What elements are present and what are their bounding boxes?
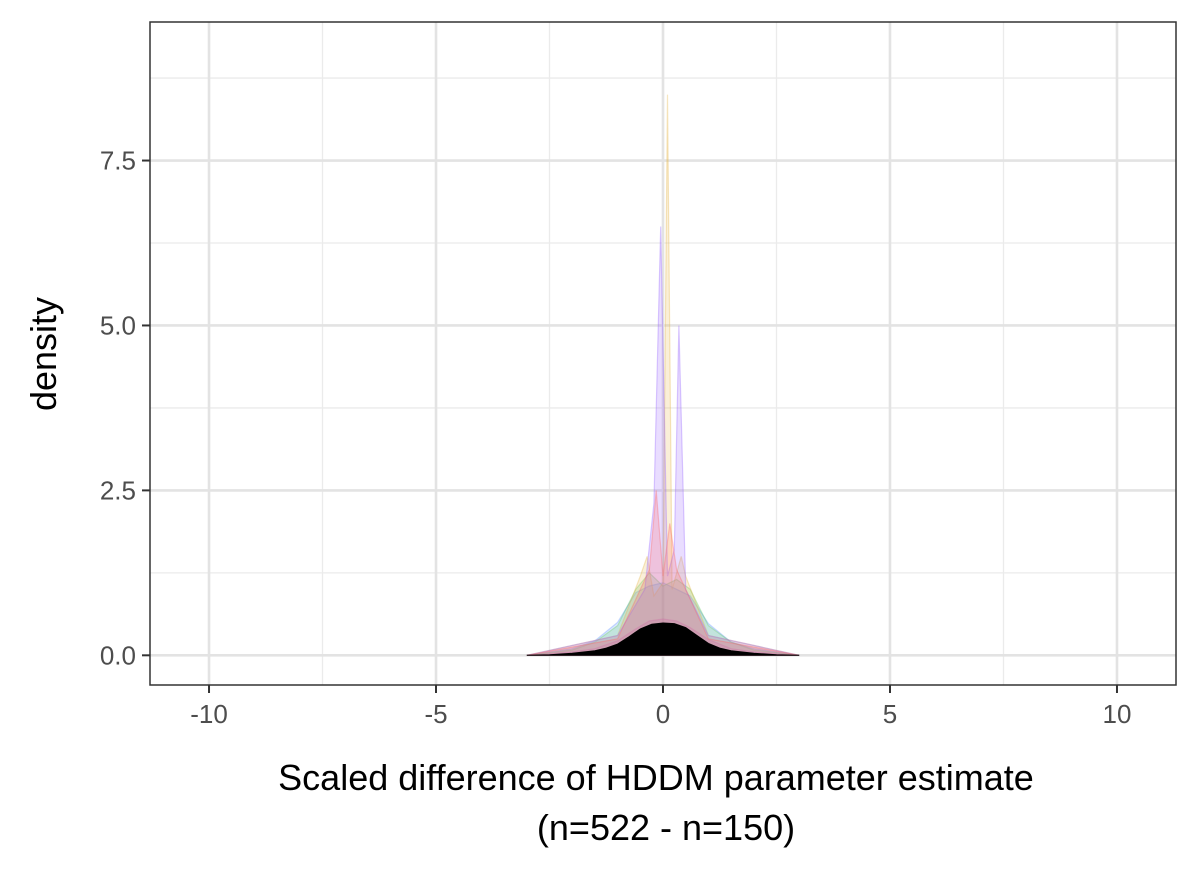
x-tick-label: -5 [424, 699, 447, 729]
x-axis-title: Scaled difference of HDDM parameter esti… [278, 757, 1034, 798]
density-area-9966ff [526, 226, 800, 656]
y-tick-label: 2.5 [100, 475, 136, 505]
x-axis: -10 -5 0 5 10 [190, 685, 1131, 729]
y-tick-label: 5.0 [100, 310, 136, 340]
y-axis: 0.0 2.5 5.0 7.5 [100, 146, 150, 670]
y-tick-label: 0.0 [100, 640, 136, 670]
density-area-6699ff [526, 582, 800, 656]
y-tick-label: 7.5 [100, 146, 136, 176]
y-axis-title: density [23, 297, 64, 411]
x-tick-label: 5 [883, 699, 897, 729]
density-area-ff6666 [526, 490, 800, 656]
x-axis-title-line2: (n=522 - n=150) [537, 807, 795, 848]
x-tick-label: 10 [1103, 699, 1132, 729]
density-area-e6b84d [526, 94, 800, 656]
x-tick-label: 0 [656, 699, 670, 729]
x-tick-label: -10 [190, 699, 228, 729]
density-area-66cc66 [526, 572, 800, 656]
density-area-black [526, 622, 800, 656]
density-series [526, 94, 800, 656]
